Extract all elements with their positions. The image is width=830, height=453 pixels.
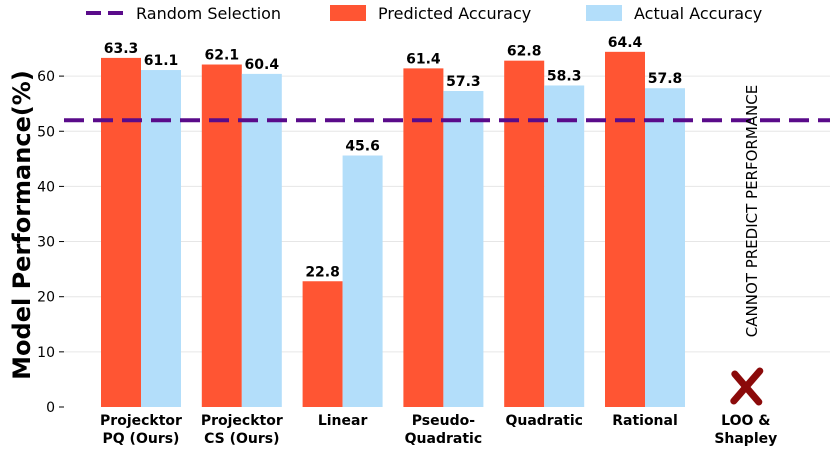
bar-value-label: 22.8 bbox=[305, 264, 340, 280]
annotations: CANNOT PREDICT PERFORMANCE bbox=[730, 85, 764, 406]
x-tick-label-line: PQ (Ours) bbox=[103, 431, 180, 447]
y-tick-label: 40 bbox=[37, 179, 55, 195]
bar bbox=[504, 60, 545, 408]
legend-swatch bbox=[586, 5, 622, 21]
legend-label: Random Selection bbox=[136, 4, 281, 23]
x-tick-label-line: Linear bbox=[318, 413, 368, 429]
legend-swatch bbox=[330, 5, 366, 21]
x-tick-label-line: Rational bbox=[612, 413, 678, 429]
x-tick-label-line: Quadratic bbox=[405, 431, 482, 447]
x-tick-label: Pseudo- Quadratic bbox=[405, 413, 482, 447]
x-tick-label: LOO & Shapley bbox=[714, 413, 777, 447]
cross-stroke bbox=[730, 367, 764, 405]
x-tick-label: Linear bbox=[318, 413, 368, 429]
bar bbox=[605, 51, 645, 408]
bar-value-label: 57.3 bbox=[446, 74, 481, 90]
x-tick-label-line: Quadratic bbox=[505, 413, 582, 429]
x-tick-label-line: Projecktor bbox=[201, 413, 283, 429]
y-axis: 0 10 20 30 40 50 60 bbox=[37, 69, 64, 416]
bar bbox=[342, 155, 383, 407]
x-tick-label-line: Shapley bbox=[714, 431, 777, 447]
bar-value-label: 64.4 bbox=[608, 35, 643, 51]
bar bbox=[201, 64, 242, 408]
bar-value-label: 61.4 bbox=[406, 51, 441, 67]
bar bbox=[101, 57, 141, 407]
bar bbox=[302, 281, 343, 407]
bar-value-label: 62.8 bbox=[507, 44, 542, 60]
y-tick-label: 50 bbox=[37, 124, 55, 140]
bar-value-label: 57.8 bbox=[648, 71, 683, 87]
bar bbox=[141, 70, 181, 407]
y-tick-label: 20 bbox=[37, 290, 55, 306]
bar-value-label: 45.6 bbox=[345, 139, 380, 155]
cross-mark-icon bbox=[730, 367, 764, 406]
y-tick-label: 10 bbox=[37, 345, 55, 361]
x-tick-label-line: Pseudo- bbox=[412, 413, 475, 429]
y-axis-label: Model Performance(%) bbox=[8, 70, 36, 380]
x-tick-label-line: CS (Ours) bbox=[204, 431, 279, 447]
bar-value-label: 62.1 bbox=[205, 48, 240, 64]
x-axis: Projecktor PQ (Ours) Projecktor CS (Ours) Li… bbox=[100, 413, 777, 447]
bars: 63.3 62.1 22.8 61.4 62.8 64.4 61.1 60.4 45.6 57.3… bbox=[101, 35, 685, 408]
bar-value-label: 63.3 bbox=[104, 41, 139, 57]
y-tick-label: 60 bbox=[37, 69, 55, 85]
y-tick-label: 30 bbox=[37, 235, 55, 251]
bar bbox=[403, 68, 444, 407]
bar bbox=[544, 85, 585, 408]
x-tick-label-line: Projecktor bbox=[100, 413, 182, 429]
bar bbox=[645, 88, 685, 407]
legend: Random Selection Predicted Accuracy Actual… bbox=[86, 4, 762, 23]
x-tick-label: Projecktor PQ (Ours) bbox=[100, 413, 182, 447]
y-tick-label: 0 bbox=[46, 400, 55, 416]
x-tick-label: Projecktor CS (Ours) bbox=[201, 413, 283, 447]
bar-value-label: 60.4 bbox=[245, 57, 280, 73]
cannot-predict-annotation: CANNOT PREDICT PERFORMANCE bbox=[743, 85, 761, 337]
x-tick-label: Quadratic bbox=[505, 413, 582, 429]
x-tick-label-line: LOO & bbox=[721, 413, 770, 429]
legend-label: Actual Accuracy bbox=[634, 4, 762, 23]
bar bbox=[443, 90, 484, 407]
bar-value-label: 61.1 bbox=[144, 53, 179, 69]
bar bbox=[241, 73, 282, 408]
legend-label: Predicted Accuracy bbox=[378, 4, 531, 23]
bar-value-label: 58.3 bbox=[547, 68, 582, 84]
x-tick-label: Rational bbox=[612, 413, 678, 429]
